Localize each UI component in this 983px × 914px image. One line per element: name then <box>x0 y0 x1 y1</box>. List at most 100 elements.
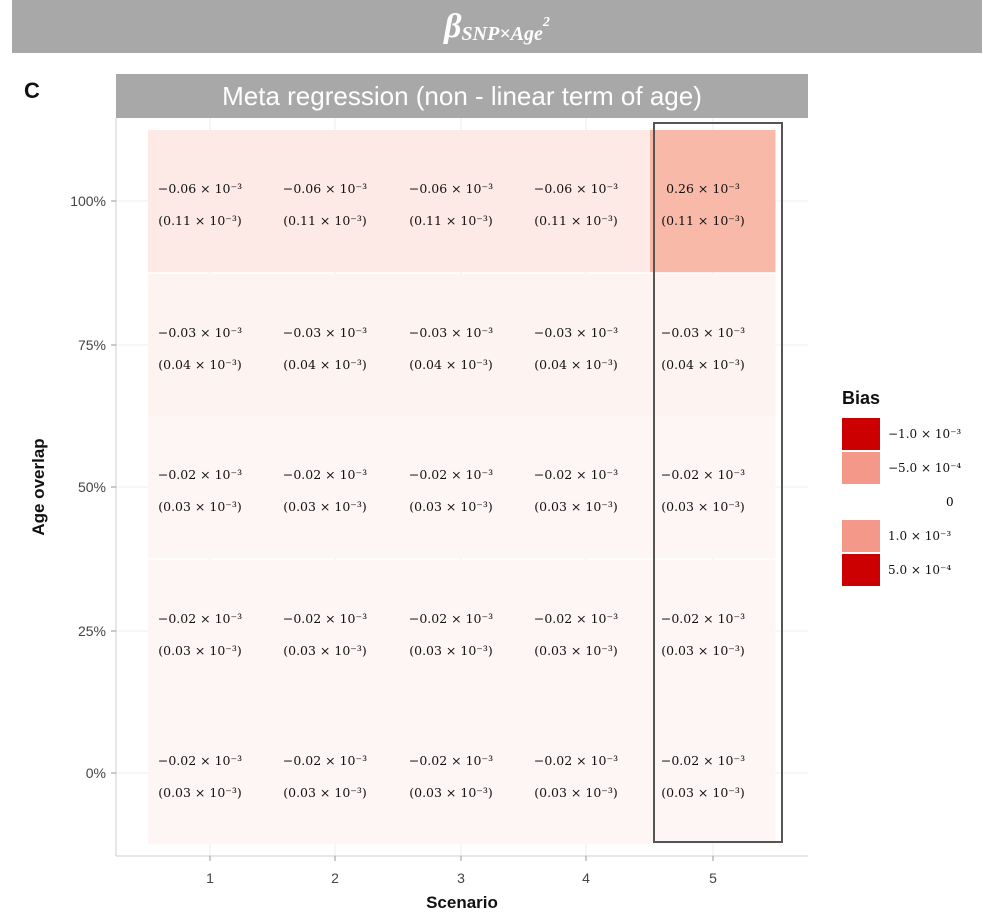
y-tick-label: 25% <box>78 623 106 639</box>
legend-title: Bias <box>842 388 881 408</box>
cell-value: −0.03 × 10⁻³ <box>158 325 242 340</box>
legend-label: −1.0 × 10⁻³ <box>888 427 962 441</box>
cell-se: (0.11 × 10⁻³) <box>409 213 493 228</box>
x-tick-label: 1 <box>206 870 214 886</box>
cell-value: −0.02 × 10⁻³ <box>534 611 618 626</box>
cell-value: −0.06 × 10⁻³ <box>158 181 242 196</box>
y-tick-label: 50% <box>78 479 106 495</box>
y-tick-label: 75% <box>78 337 106 353</box>
formula-superscript: 2 <box>542 14 550 30</box>
heatmap-cell <box>650 130 776 273</box>
cell-se: (0.03 × 10⁻³) <box>534 643 618 658</box>
cell-se: (0.03 × 10⁻³) <box>283 499 367 514</box>
cell-se: (0.03 × 10⁻³) <box>661 499 745 514</box>
cell-value: −0.02 × 10⁻³ <box>409 753 493 768</box>
cell-value: −0.02 × 10⁻³ <box>283 467 367 482</box>
heatmap-cell <box>399 273 525 417</box>
cell-value: −0.02 × 10⁻³ <box>283 753 367 768</box>
formula-beta: β <box>444 7 462 45</box>
heatmap-cell <box>148 559 274 703</box>
heatmap-cell <box>148 701 274 845</box>
heatmap-cell <box>524 130 650 273</box>
cell-se: (0.11 × 10⁻³) <box>283 213 367 228</box>
cell-se: (0.03 × 10⁻³) <box>661 785 745 800</box>
cell-se: (0.03 × 10⁻³) <box>409 499 493 514</box>
cell-value: −0.02 × 10⁻³ <box>661 467 745 482</box>
heatmap-cell <box>148 130 274 273</box>
cell-se: (0.03 × 10⁻³) <box>283 785 367 800</box>
legend-item: 0 <box>842 485 982 519</box>
cell-value: −0.06 × 10⁻³ <box>409 181 493 196</box>
cell-value: −0.02 × 10⁻³ <box>409 611 493 626</box>
cell-value: −0.02 × 10⁻³ <box>661 611 745 626</box>
cell-se: (0.03 × 10⁻³) <box>534 785 618 800</box>
cell-value: −0.03 × 10⁻³ <box>661 325 745 340</box>
cell-value: −0.02 × 10⁻³ <box>409 467 493 482</box>
cell-value: −0.03 × 10⁻³ <box>409 325 493 340</box>
heatmap-cell <box>650 701 776 845</box>
heatmap-cell <box>399 701 525 845</box>
cell-value: −0.03 × 10⁻³ <box>534 325 618 340</box>
y-axis-title: Age overlap <box>29 438 48 535</box>
cell-se: (0.03 × 10⁻³) <box>661 643 745 658</box>
cell-value: −0.02 × 10⁻³ <box>158 467 242 482</box>
cell-value: −0.06 × 10⁻³ <box>283 181 367 196</box>
panel-title: Meta regression (non - linear term of ag… <box>116 74 808 118</box>
heatmap-cell <box>148 273 274 417</box>
x-tick-label: 4 <box>582 870 590 886</box>
x-tick-label: 2 <box>331 870 339 886</box>
legend-item: −5.0 × 10⁻⁴ <box>842 451 982 485</box>
cell-se: (0.03 × 10⁻³) <box>283 643 367 658</box>
cell-se: (0.11 × 10⁻³) <box>534 213 618 228</box>
heatmap-cell <box>273 273 399 417</box>
cell-value: −0.02 × 10⁻³ <box>283 611 367 626</box>
cell-value: −0.02 × 10⁻³ <box>534 753 618 768</box>
x-tick-label: 3 <box>457 870 465 886</box>
legend-item: −1.0 × 10⁻³ <box>842 417 982 451</box>
heatmap-cell <box>650 273 776 417</box>
y-tick-label: 0% <box>86 765 106 781</box>
cell-value: −0.03 × 10⁻³ <box>283 325 367 340</box>
cell-value: −0.06 × 10⁻³ <box>534 181 618 196</box>
heatmap-cell <box>273 130 399 273</box>
cell-se: (0.11 × 10⁻³) <box>661 213 745 228</box>
cell-se: (0.03 × 10⁻³) <box>534 499 618 514</box>
cell-se: (0.04 × 10⁻³) <box>158 357 242 372</box>
y-tick-label: 100% <box>70 193 106 209</box>
cell-value: −0.02 × 10⁻³ <box>534 467 618 482</box>
heatmap-cell <box>650 415 776 559</box>
legend-item: 1.0 × 10⁻³ <box>842 519 982 553</box>
panel-letter: C <box>24 78 40 103</box>
heatmap-cell <box>273 559 399 703</box>
cell-se: (0.03 × 10⁻³) <box>409 643 493 658</box>
cell-se: (0.04 × 10⁻³) <box>661 357 745 372</box>
cell-se: (0.04 × 10⁻³) <box>409 357 493 372</box>
cell-se: (0.03 × 10⁻³) <box>158 643 242 658</box>
legend: Bias −1.0 × 10⁻³ −5.0 × 10⁻⁴ 0 1.0 × 10⁻… <box>842 388 982 587</box>
cell-value: −0.02 × 10⁻³ <box>158 611 242 626</box>
legend-label: −5.0 × 10⁻⁴ <box>888 461 962 475</box>
cell-se: (0.03 × 10⁻³) <box>158 499 242 514</box>
legend-label: 0 <box>946 495 954 509</box>
cell-se: (0.04 × 10⁻³) <box>283 357 367 372</box>
heatmap-cell <box>524 559 650 703</box>
heatmap-cell <box>273 415 399 559</box>
heatmap-cell <box>399 415 525 559</box>
heatmap-cell <box>524 701 650 845</box>
legend-swatch <box>842 418 880 450</box>
cell-value: −0.02 × 10⁻³ <box>158 753 242 768</box>
x-tick-label: 5 <box>709 870 717 886</box>
highlight-box <box>653 122 783 843</box>
formula-subscript: SNP×Age <box>461 23 543 45</box>
heatmap-cell <box>399 130 525 273</box>
heatmap-cell <box>524 273 650 417</box>
cell-se: (0.11 × 10⁻³) <box>158 213 242 228</box>
cell-value: −0.02 × 10⁻³ <box>661 753 745 768</box>
legend-swatch <box>842 452 880 484</box>
cell-se: (0.03 × 10⁻³) <box>409 785 493 800</box>
heatmap-cell <box>650 559 776 703</box>
formula-banner: β SNP×Age 2 <box>12 0 982 53</box>
cell-se: (0.04 × 10⁻³) <box>534 357 618 372</box>
legend-item: 5.0 × 10⁻⁴ <box>842 553 982 587</box>
